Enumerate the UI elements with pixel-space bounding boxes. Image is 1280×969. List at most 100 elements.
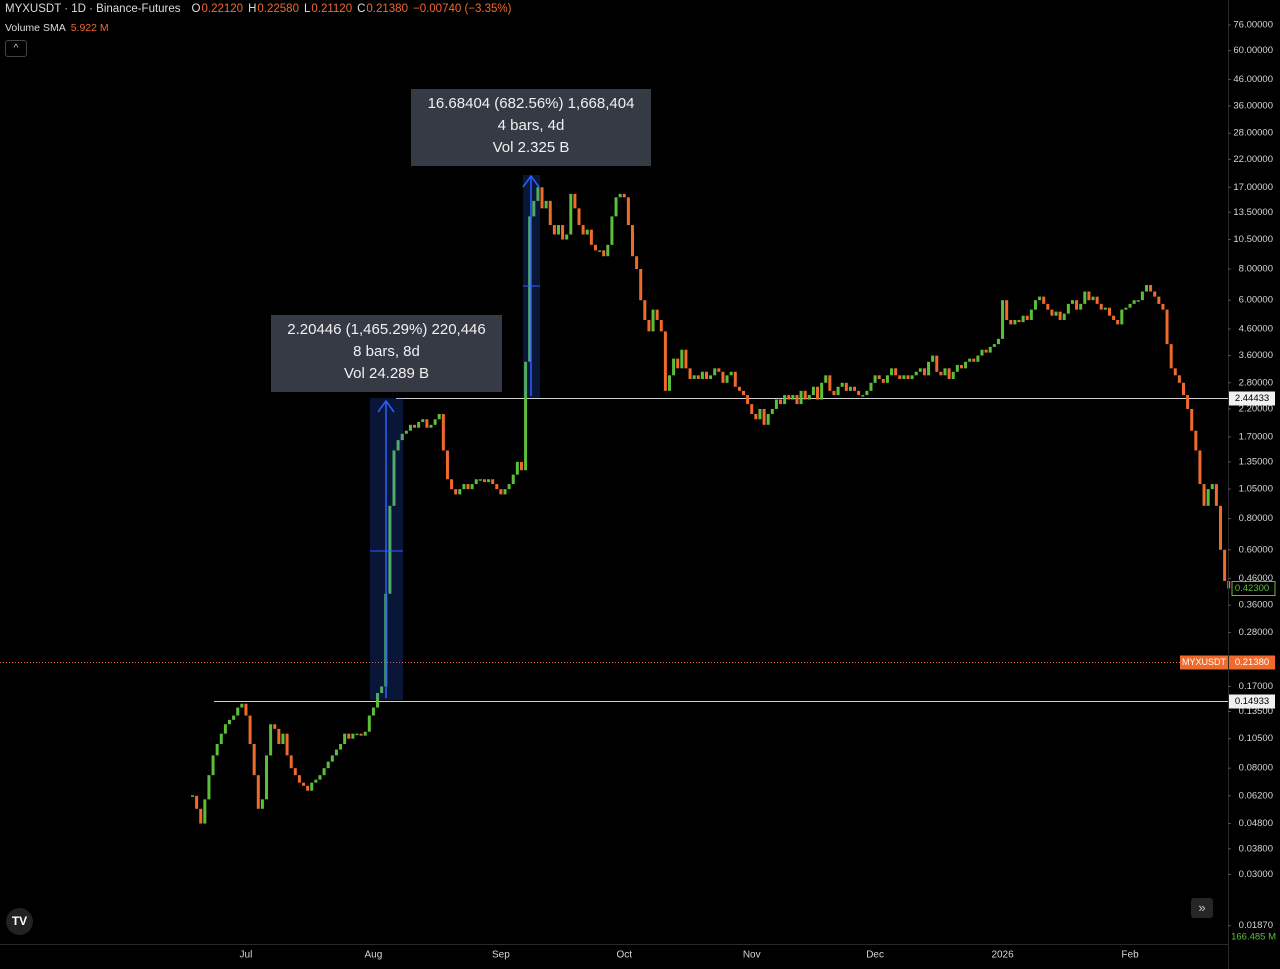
- candle: [445, 450, 449, 480]
- candle: [737, 386, 741, 391]
- y-tick-label: 8.00000: [1239, 264, 1273, 275]
- candle: [713, 368, 717, 376]
- candle: [334, 749, 338, 756]
- measure-label: 2.20446 (1,465.29%) 220,446 8 bars, 8d V…: [271, 315, 502, 392]
- candle: [528, 216, 532, 362]
- candle: [676, 358, 680, 369]
- ohlc-value: 0.22120: [201, 3, 244, 15]
- candle: [964, 361, 968, 369]
- candle: [376, 693, 380, 708]
- candle: [824, 375, 828, 383]
- candle: [195, 795, 199, 809]
- candle: [861, 395, 865, 397]
- candle: [503, 489, 507, 495]
- candle: [984, 349, 988, 353]
- candle: [1062, 313, 1066, 320]
- candle: [1206, 489, 1210, 506]
- candle: [766, 413, 770, 425]
- candle: [363, 731, 367, 736]
- y-tick-label: 0.03800: [1239, 843, 1273, 854]
- price-tag: [1229, 655, 1275, 670]
- candle: [922, 368, 926, 376]
- collapse-button[interactable]: ^: [5, 40, 27, 57]
- y-tick-label: 0.10500: [1239, 733, 1273, 744]
- candle: [684, 349, 688, 369]
- candle: [269, 724, 273, 756]
- candle: [1070, 300, 1074, 304]
- candle: [495, 484, 499, 490]
- candle: [643, 300, 647, 320]
- candle: [1046, 303, 1050, 310]
- candle: [507, 484, 511, 490]
- candle: [351, 733, 355, 739]
- candle: [281, 733, 285, 744]
- candle: [972, 358, 976, 362]
- candle: [606, 244, 610, 257]
- candle: [232, 715, 236, 720]
- volume-label: 166.485 M: [1231, 932, 1276, 943]
- candle: [865, 390, 869, 396]
- y-tick-label: 1.05000: [1239, 484, 1273, 495]
- candle: [692, 375, 696, 380]
- candle: [248, 715, 252, 744]
- ohlc-value: 0.22580: [257, 3, 299, 15]
- candle: [573, 193, 577, 209]
- candle: [470, 484, 474, 490]
- measure-line: 16.68404 (682.56%) 1,668,404: [427, 95, 635, 112]
- candle: [1112, 315, 1116, 320]
- candle: [721, 371, 725, 383]
- price-tag-label: 0.21380: [1235, 657, 1269, 668]
- candle: [1033, 300, 1037, 310]
- candle: [413, 424, 417, 428]
- candle: [322, 768, 326, 776]
- candle: [462, 484, 466, 490]
- symbol-tag: [1180, 655, 1228, 670]
- x-tick-label: Feb: [1121, 950, 1139, 961]
- measure-line: 4 bars, 4d: [497, 117, 565, 134]
- ohlc-value: 0.21120: [311, 3, 353, 15]
- candle: [425, 419, 429, 428]
- candle: [618, 193, 622, 198]
- candle: [894, 368, 898, 376]
- candle: [807, 395, 811, 400]
- y-tick-label: 0.06200: [1239, 790, 1273, 801]
- candle: [779, 399, 783, 405]
- y-tick-label: 1.35000: [1239, 456, 1273, 467]
- candle: [885, 375, 889, 383]
- candle: [1194, 430, 1198, 451]
- candle: [951, 371, 955, 380]
- candle: [404, 430, 408, 434]
- candle: [577, 208, 581, 226]
- ohlc-value: 0.21380: [366, 3, 408, 15]
- candle: [548, 200, 552, 226]
- x-tick-label: Dec: [866, 950, 884, 961]
- candle: [1038, 296, 1042, 301]
- y-tick-label: 0.04800: [1239, 818, 1273, 829]
- candle: [848, 386, 852, 391]
- candle: [273, 724, 277, 729]
- candle: [1214, 484, 1218, 506]
- change: −0.00740 (−3.35%): [412, 3, 512, 15]
- candle: [1001, 300, 1005, 339]
- candle: [199, 808, 203, 824]
- y-tick-label: 6.00000: [1239, 295, 1273, 306]
- tv-logo[interactable]: TV: [6, 908, 33, 935]
- measure-line: Vol 24.289 B: [343, 365, 430, 382]
- legend-header: MYXUSDT · 1D · Binance-Futures O 0.22120 …: [5, 3, 511, 15]
- candle: [1095, 296, 1099, 304]
- candle: [1140, 291, 1144, 301]
- candle: [1136, 300, 1140, 302]
- candle: [318, 775, 322, 780]
- y-tick-label: 0.60000: [1239, 544, 1273, 555]
- candle: [783, 395, 787, 405]
- candle: [758, 408, 762, 420]
- y-tick-label: 60.00000: [1233, 45, 1273, 56]
- candle: [840, 382, 844, 387]
- candle: [260, 799, 264, 809]
- candle: [458, 489, 462, 495]
- scroll-to-realtime[interactable]: »: [1191, 898, 1213, 918]
- candle: [347, 733, 351, 739]
- candle: [1083, 291, 1087, 304]
- ohlc-key: C: [357, 3, 366, 15]
- price-tag-label: 0.14933: [1235, 696, 1269, 707]
